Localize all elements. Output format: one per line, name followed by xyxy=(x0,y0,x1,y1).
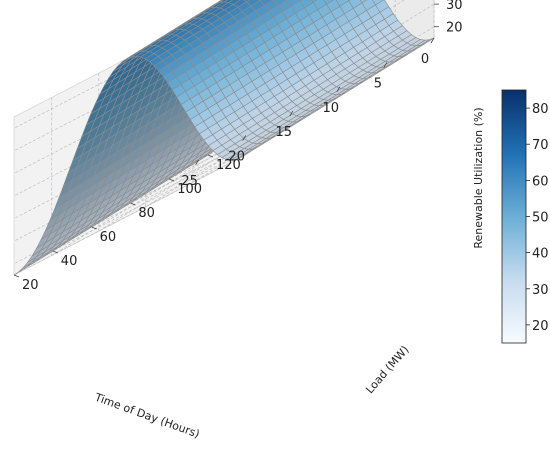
y-tick-label: 40 xyxy=(61,254,78,269)
colorbar-gradient xyxy=(501,89,527,344)
x-tick-mark xyxy=(383,62,388,68)
gridline xyxy=(13,157,241,276)
x-tick-mark xyxy=(430,37,435,44)
surface-patch xyxy=(223,0,234,3)
colorbar-tick-label: 50 xyxy=(532,211,549,226)
gridline xyxy=(51,135,246,256)
y-tick-mark xyxy=(207,154,214,158)
surface-patch xyxy=(219,0,228,3)
colorbar-tick-label: 20 xyxy=(532,319,549,334)
colorbar-tick-label: 70 xyxy=(532,138,549,153)
surface-patch xyxy=(420,37,435,46)
x-tick-label: 25 xyxy=(181,174,198,189)
y-tick-label: 120 xyxy=(216,158,241,173)
y-tick-label: 20 xyxy=(22,278,39,293)
gridline xyxy=(239,0,405,102)
x-tick-label: 0 xyxy=(421,52,429,67)
colorbar-tick-label: 40 xyxy=(532,247,549,262)
y-tick-mark xyxy=(52,250,58,254)
x-axis-title: Time of Day (Hours) xyxy=(92,390,201,440)
surface-patch xyxy=(243,0,251,3)
x-tick-mark xyxy=(336,86,341,93)
y-tick-mark xyxy=(13,274,20,278)
x-tick-label: 5 xyxy=(374,76,382,91)
y-tick-mark xyxy=(130,202,136,206)
z-tick-label: 20 xyxy=(446,21,463,36)
x-tick-label: 10 xyxy=(323,101,340,116)
y-tick-mark xyxy=(91,226,97,230)
gridline xyxy=(239,3,435,125)
x-tick-mark xyxy=(289,110,294,117)
y-axis-title: Load (MW) xyxy=(363,343,411,396)
y-tick-label: 80 xyxy=(138,206,155,221)
x-tick-label: 15 xyxy=(276,125,293,140)
y-tick-mark xyxy=(169,178,175,182)
colorbar-tick-label: 30 xyxy=(532,283,549,298)
y-tick-label: 60 xyxy=(100,230,117,245)
surface-patch xyxy=(219,0,223,2)
colorbar: 20 30 40 50 60 70 80 xyxy=(501,89,549,344)
x-tick-label: 20 xyxy=(228,150,245,165)
axis-ticks: 05101520252040608010012020304050607080 xyxy=(13,0,463,293)
colorbar-tick-label: 60 xyxy=(532,174,549,189)
y-tick-label: 100 xyxy=(177,182,202,197)
x-tick-mark xyxy=(195,159,199,166)
surface-mesh xyxy=(13,0,435,276)
z-axis-title: Renewable Utilization (%) xyxy=(472,107,485,248)
colorbar-tick-label: 80 xyxy=(532,102,549,117)
z-tick-label: 30 xyxy=(446,0,463,13)
x-tick-mark xyxy=(242,135,247,141)
